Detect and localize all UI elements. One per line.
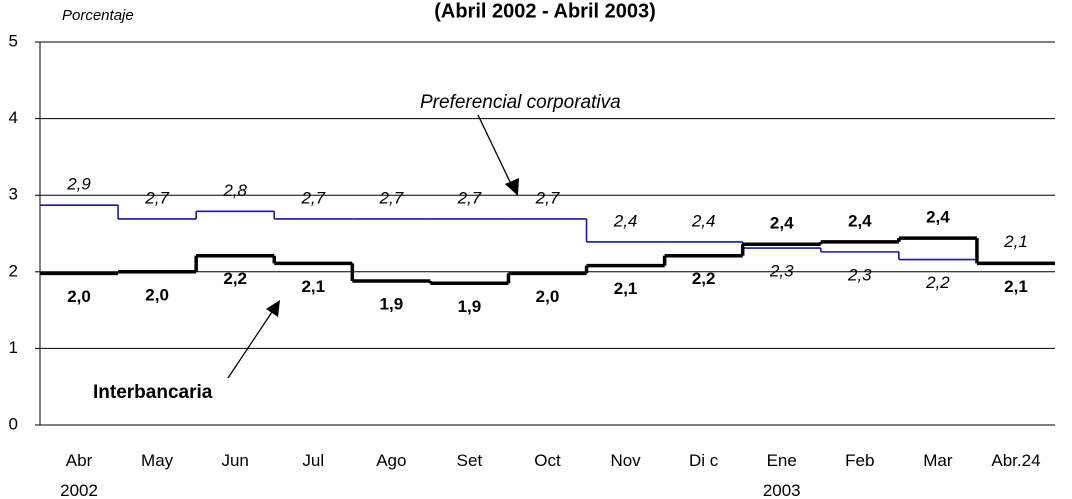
data-label: 2,9 xyxy=(66,175,91,194)
y-tick-label: 0 xyxy=(9,414,18,433)
x-tick-label: Di c xyxy=(689,451,719,470)
y-tick-label: 1 xyxy=(9,338,18,357)
data-label: 2,4 xyxy=(926,208,950,227)
data-label: 2,7 xyxy=(457,188,482,207)
annotation-arrow xyxy=(227,311,273,379)
data-label: 1,9 xyxy=(380,294,404,313)
y-tick-label: 5 xyxy=(9,31,18,50)
data-label: 2,1 xyxy=(1003,232,1028,251)
data-label: 2,4 xyxy=(613,211,638,230)
x-tick-label: Oct xyxy=(534,451,561,470)
x-tick-label: May xyxy=(141,451,174,470)
data-label: 2,4 xyxy=(770,214,794,233)
data-label: 2,1 xyxy=(614,279,638,298)
x-tick-label: Set xyxy=(457,451,483,470)
y-tick-label: 4 xyxy=(9,108,18,127)
data-label: 2,7 xyxy=(144,188,169,207)
series-label: Interbancaria xyxy=(93,382,213,403)
data-label: 2,3 xyxy=(769,262,794,281)
data-label: 2,0 xyxy=(67,287,91,306)
x-tick-label: Jul xyxy=(302,451,324,470)
series-label: Preferencial corporativa xyxy=(420,92,621,113)
data-label: 2,1 xyxy=(1004,277,1028,296)
x-tick-label: Abr.24 xyxy=(991,451,1040,470)
x-tick-label: Ene 2003 xyxy=(763,451,801,499)
x-tick-label: Nov xyxy=(610,451,641,470)
data-label: 2,4 xyxy=(848,211,872,230)
data-label: 2,2 xyxy=(692,269,716,288)
x-tick-label: Ago xyxy=(376,451,406,470)
arrow-head xyxy=(505,178,519,196)
data-label: 2,0 xyxy=(536,287,560,306)
data-label: 2,2 xyxy=(925,273,950,292)
data-label: 2,7 xyxy=(379,188,404,207)
data-label: 2,2 xyxy=(223,269,247,288)
chart-title: (Abril 2002 - Abril 2003) xyxy=(434,0,656,22)
data-label: 2,3 xyxy=(847,265,872,284)
y-axis-label: Porcentaje xyxy=(62,7,134,24)
x-tick-label: Abr 2002 xyxy=(60,451,98,499)
data-label: 2,4 xyxy=(691,211,716,230)
y-tick-label: 2 xyxy=(9,261,18,280)
annotation-arrow xyxy=(477,114,513,187)
data-label: 2,7 xyxy=(300,188,325,207)
x-tick-label: Feb xyxy=(845,451,874,470)
arrow-head xyxy=(266,300,280,317)
x-tick-label: Mar xyxy=(923,451,953,470)
data-label: 2,8 xyxy=(222,181,247,200)
x-tick-label: Jun xyxy=(221,451,248,470)
data-label: 2,7 xyxy=(535,188,560,207)
data-label: 2,1 xyxy=(301,277,325,296)
data-label: 2,0 xyxy=(145,285,169,304)
data-label: 1,9 xyxy=(458,297,482,316)
y-tick-label: 3 xyxy=(9,185,18,204)
